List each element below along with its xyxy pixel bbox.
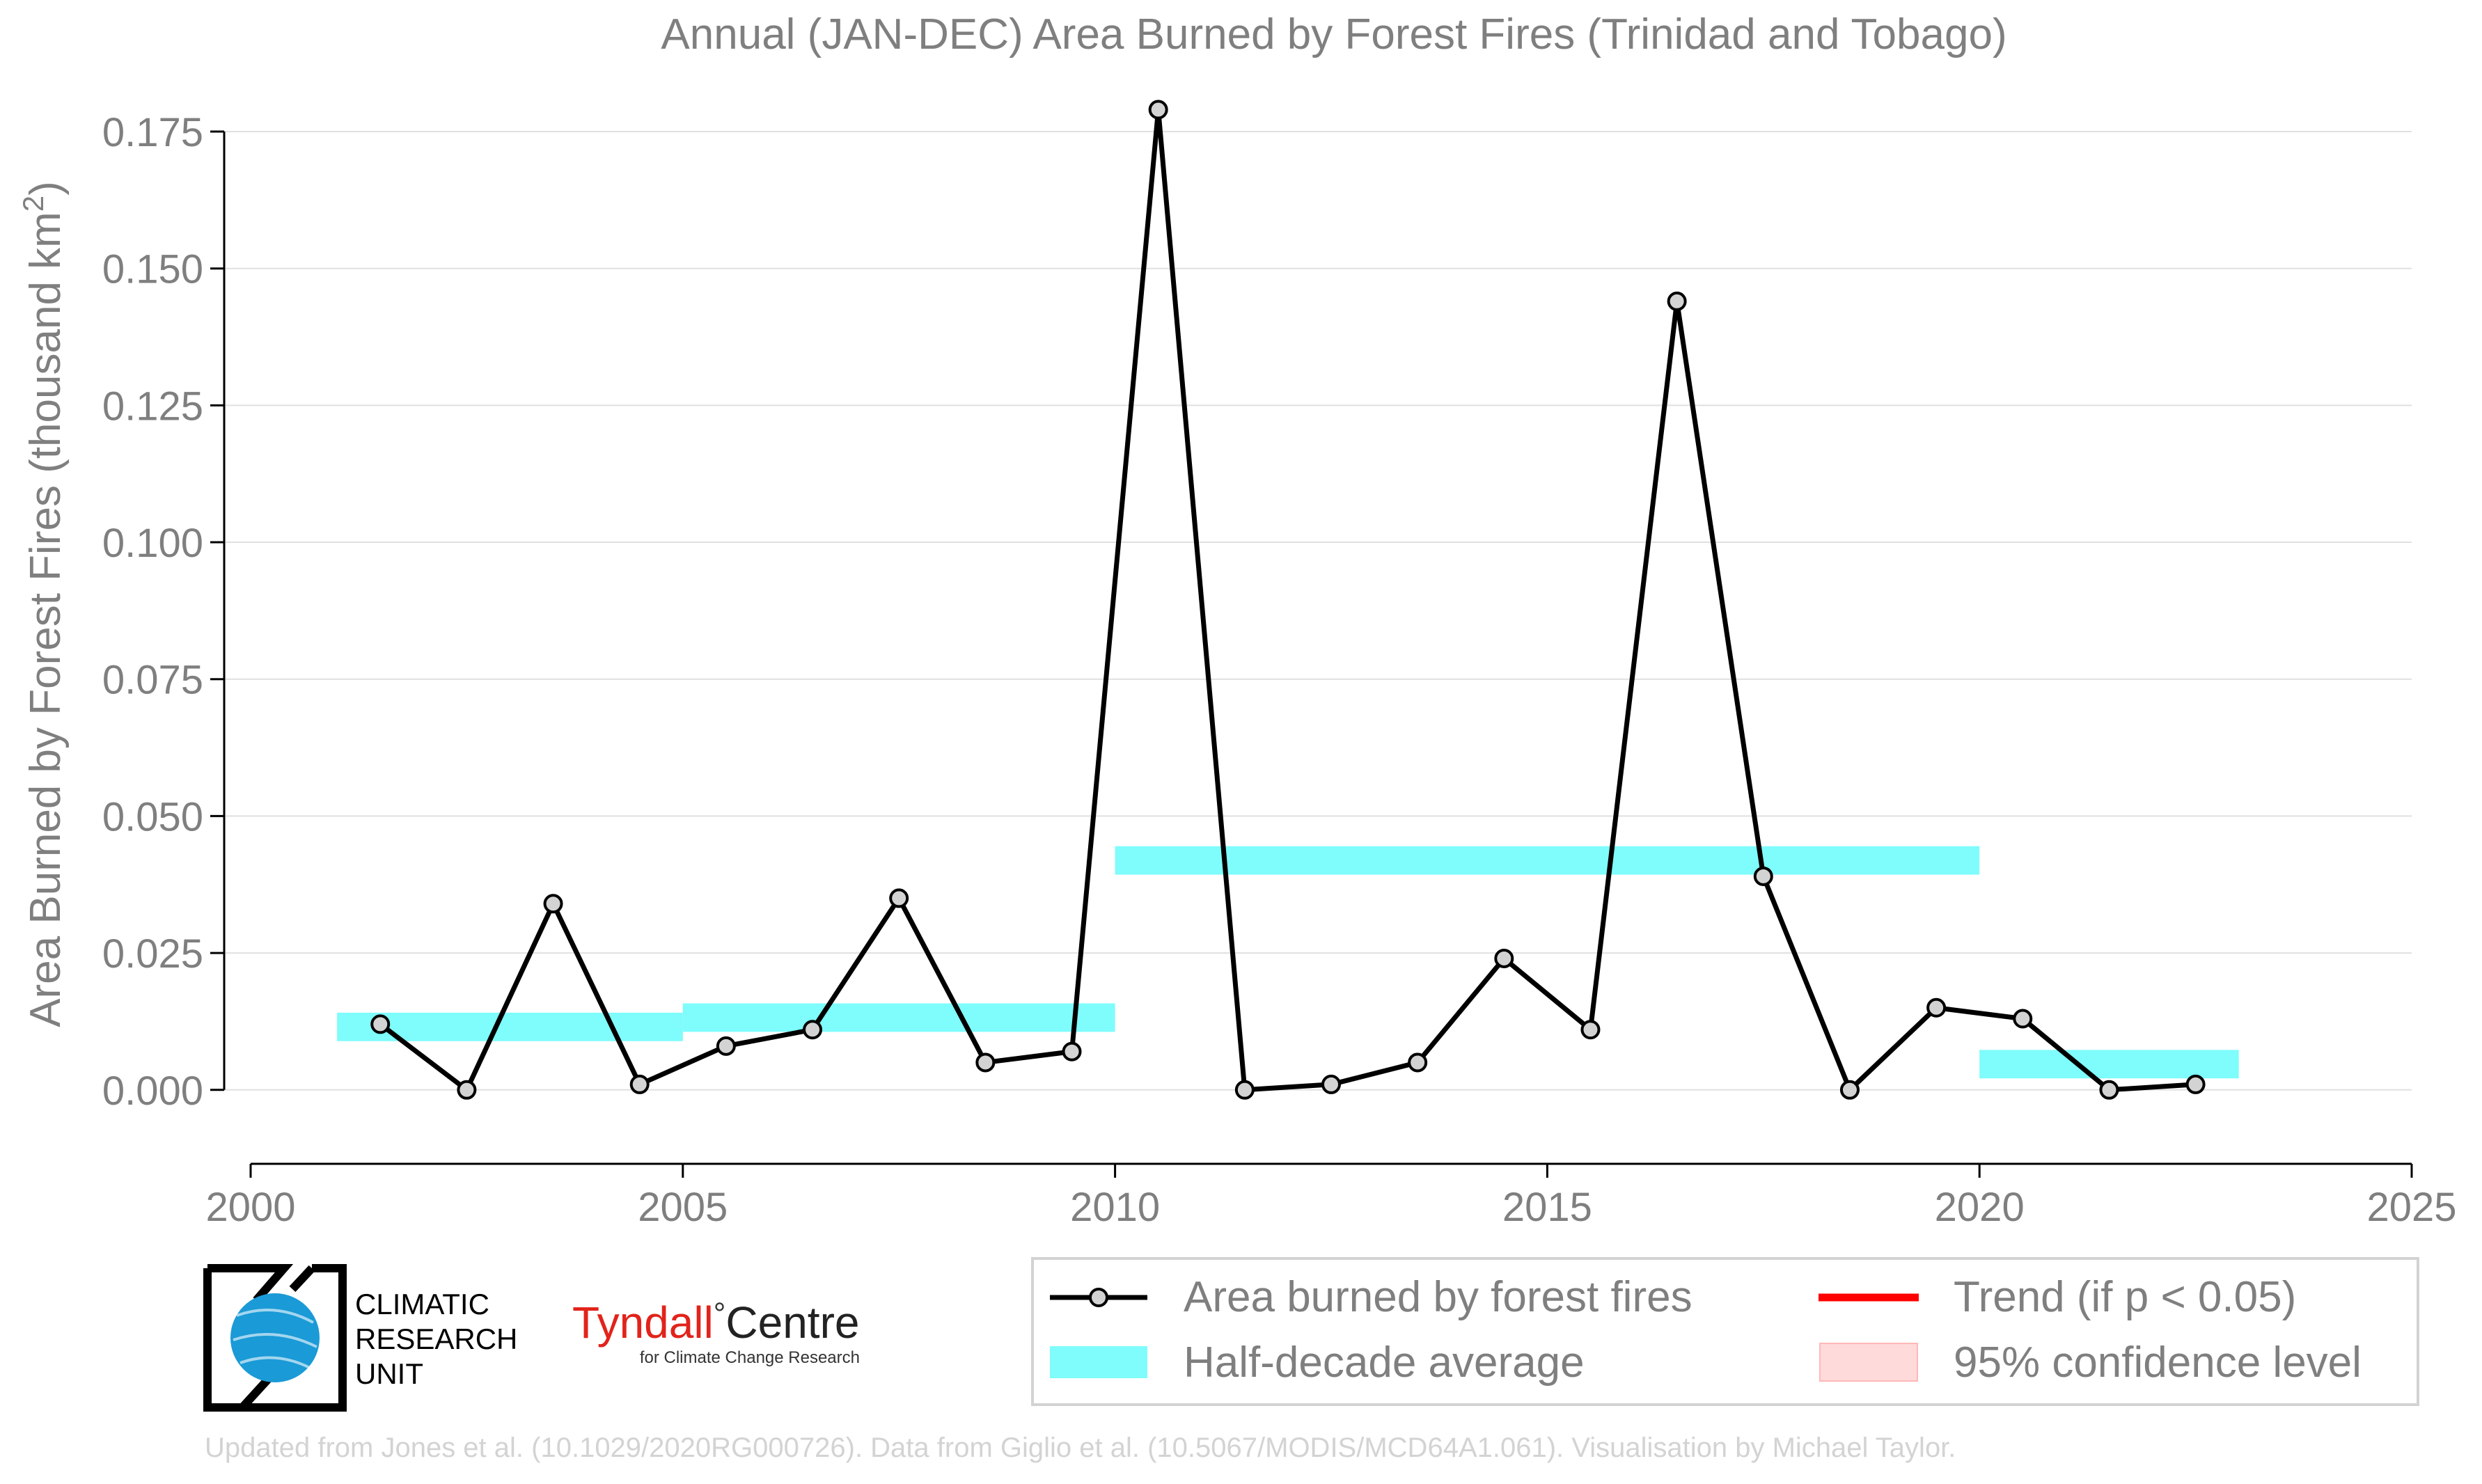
cru-logo: CLIMATIC RESEARCH UNIT (203, 1264, 517, 1412)
legend-label-trend: Trend (if p < 0.05) (1954, 1273, 2296, 1321)
chart-title: Annual (JAN-DEC) Area Burned by Forest F… (661, 10, 2006, 58)
tyndall-wordmark: Tyndall°Centre (572, 1297, 859, 1348)
cru-text-line-3: UNIT (355, 1357, 423, 1390)
y-tick-label: 0.025 (102, 931, 203, 977)
y-tick-label: 0.125 (102, 384, 203, 429)
legend-label-half-decade: Half-decade average (1184, 1339, 1585, 1387)
y-tick-label: 0.175 (102, 110, 203, 155)
data-point (1148, 100, 1168, 120)
x-tick-label: 2025 (2366, 1185, 2456, 1230)
legend: Area burned by forest fires Trend (if p … (1031, 1257, 2419, 1406)
y-axis-label-end: ) (22, 181, 70, 196)
x-tick-label: 2020 (1935, 1185, 2025, 1230)
x-tick-label: 2010 (1070, 1185, 1160, 1230)
data-point (629, 1074, 650, 1094)
gridlines (224, 131, 2412, 1091)
cru-logo-frame-left (203, 1264, 294, 1412)
data-point (2013, 1009, 2033, 1029)
data-point (2185, 1074, 2206, 1094)
y-axis-label-superscript: 2 (17, 196, 49, 212)
legend-marker-swatch (1089, 1288, 1108, 1307)
data-point (889, 888, 909, 908)
y-tick-label: 0.075 (102, 658, 203, 703)
y-axis-label-main: Area Burned by Forest Fires (thousand km (22, 212, 70, 1027)
data-point (1321, 1074, 1341, 1094)
y-tick-label: 0.150 (102, 247, 203, 292)
x-tick-label: 2015 (1502, 1185, 1592, 1230)
data-point (1839, 1080, 1860, 1100)
legend-label-area-burned: Area burned by forest fires (1184, 1273, 1692, 1321)
x-tick-label: 2000 (205, 1185, 295, 1230)
legend-band-swatch (1050, 1346, 1147, 1378)
data-point (1062, 1041, 1082, 1061)
legend-frame (1031, 1257, 2419, 1406)
tyndall-subtitle: for Climate Change Research (640, 1348, 860, 1367)
cru-text-line-1: CLIMATIC (355, 1288, 489, 1320)
cru-globe-lines-icon (233, 1309, 317, 1369)
data-point (1926, 997, 1947, 1018)
y-tick-label: 0.050 (102, 794, 203, 839)
data-point (457, 1080, 477, 1100)
tyndall-degree: ° (714, 1297, 726, 1331)
data-point (1580, 1020, 1601, 1040)
data-point (1667, 291, 1687, 311)
y-tick-label: 0.100 (102, 521, 203, 566)
y-tick-label: 0.000 (102, 1068, 203, 1114)
data-point (716, 1036, 736, 1056)
data-point (1408, 1052, 1428, 1073)
cru-text-line-2: RESEARCH (355, 1323, 517, 1355)
data-point (1234, 1080, 1255, 1100)
data-point (543, 894, 563, 914)
tyndall-logo: Tyndall°Centre for Climate Change Resear… (572, 1297, 860, 1367)
y-axis-label: Area Burned by Forest Fires (thousand km… (17, 181, 70, 1027)
half-decade-bar (1115, 846, 1980, 875)
half-decade-bar (682, 1003, 1115, 1032)
footer-credit: Updated from Jones et al. (10.1029/2020R… (205, 1432, 1956, 1463)
cru-logo-frame-right (242, 1264, 347, 1412)
data-series (370, 100, 2206, 1100)
legend-label-confidence: 95% confidence level (1954, 1339, 2362, 1387)
data-point (975, 1052, 996, 1073)
data-point (1753, 866, 1773, 886)
data-point (1494, 948, 1514, 968)
legend-ci-swatch (1819, 1343, 1918, 1382)
tyndall-centre: Centre (725, 1297, 859, 1348)
data-point (803, 1020, 823, 1040)
data-point (2099, 1080, 2119, 1100)
x-tick-label: 2005 (638, 1185, 728, 1230)
half-decade-bar (1979, 1050, 2239, 1079)
series-line (379, 107, 2196, 1093)
half-decade-bands (337, 846, 2239, 1079)
data-point (370, 1014, 391, 1034)
axes: 0.000 0.025 0.050 0.075 0.100 0.125 0.150 0.175… (102, 110, 2457, 1230)
tyndall-name: Tyndall (572, 1297, 714, 1348)
